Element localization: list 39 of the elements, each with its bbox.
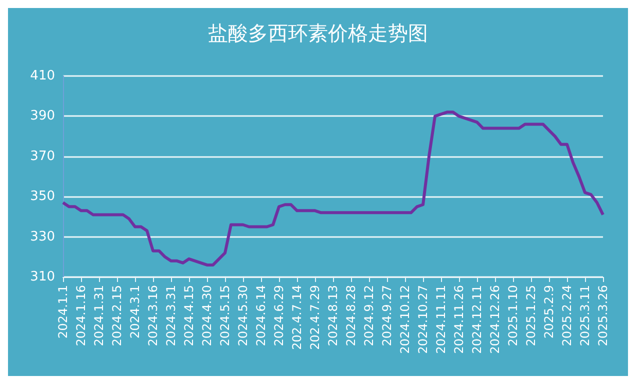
x-tick-label: 2024.8.13 — [326, 285, 340, 346]
y-tick-label: 330 — [30, 229, 55, 244]
x-tick-label: 2024.2.15 — [110, 285, 124, 346]
x-tick-label: 2025.2.24 — [560, 285, 574, 346]
x-tick-label: 2024.1.16 — [74, 285, 88, 346]
x-tick-label: 202.4.7.29 — [308, 285, 322, 350]
x-tick-label: 2024.12.11 — [470, 285, 484, 354]
x-tick-label: 2024.3.16 — [146, 285, 160, 346]
x-tick-label: 2024.11.11 — [434, 285, 448, 354]
y-tick-label: 390 — [30, 108, 55, 124]
x-tick-label: 2024.5.30 — [236, 285, 250, 346]
x-tick-label: 2025.3.26 — [596, 285, 610, 346]
x-tick-label: 2024.6.14 — [254, 285, 268, 346]
x-tick-label: 2024.9.12 — [362, 285, 376, 346]
line-series — [62, 110, 604, 266]
x-tick-label: 2025.3.11 — [578, 285, 592, 346]
x-tick-label: 2024.11.26 — [452, 285, 466, 354]
x-tick-label: 2024.4.15 — [182, 285, 196, 346]
x-tick-label: 2024.3.1 — [128, 285, 142, 338]
y-tick-label: 350 — [30, 189, 55, 204]
x-tick-label: 202.4.7.14 — [290, 285, 304, 350]
x-tick-label: 2025.2.9 — [542, 285, 556, 338]
x-tick-label: 2024.12.26 — [488, 285, 502, 354]
x-tick-label: 2025.1.10 — [506, 285, 520, 346]
x-tick-label: 2024.8.28 — [344, 285, 358, 346]
x-tick-label: 2024.9.27 — [380, 285, 394, 346]
x-tick-label: 2024.1.1 — [56, 285, 70, 338]
y-tick-label: 370 — [30, 148, 55, 164]
y-tick-label: 310 — [30, 270, 55, 284]
x-tick-label: 2024.10.12 — [398, 285, 412, 354]
x-tick-label: 2024.1.31 — [92, 285, 106, 346]
y-tick-label: 410 — [30, 68, 55, 84]
x-tick-label: 2024.4.30 — [200, 285, 214, 346]
x-tick-label: 2025.1.25 — [524, 285, 538, 346]
x-tick-label: 2024.3.31 — [164, 285, 178, 346]
x-tick-label: 2024.5.15 — [218, 285, 232, 346]
chart-title: 盐酸多西环素价格走势图 — [208, 21, 428, 45]
x-tick-label: 2024.6.29 — [272, 285, 286, 346]
x-tick-label: 2024.10.27 — [416, 285, 430, 354]
